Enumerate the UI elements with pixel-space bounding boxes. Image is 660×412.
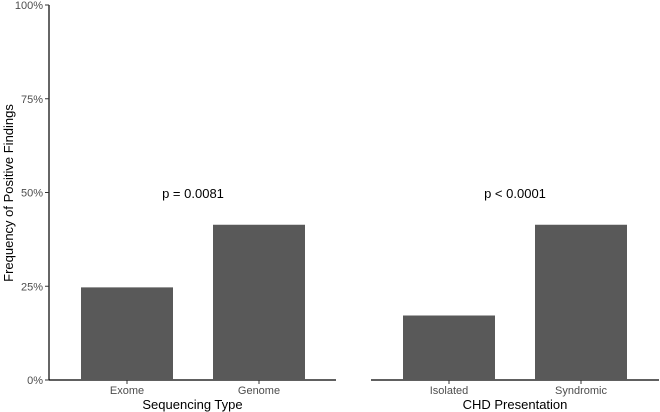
x-tick-label-exome: Exome — [110, 385, 144, 397]
y-axis-title: Frequency of Positive Findings — [1, 104, 16, 282]
y-tick-label: 0% — [27, 375, 43, 387]
x-tick-label-isolated: Isolated — [430, 385, 469, 397]
p-value-annotation: p = 0.0081 — [162, 186, 224, 201]
x-axis-title: CHD Presentation — [463, 397, 568, 412]
p-value-annotation: p < 0.0001 — [484, 186, 546, 201]
bar-syndromic — [535, 224, 627, 380]
y-tick-label: 100% — [15, 0, 43, 12]
x-tick-label-syndromic: Syndromic — [555, 385, 607, 397]
y-tick-label: 50% — [21, 188, 43, 200]
y-axis: 0% 25% 50% 75% 100% — [15, 0, 50, 387]
bar-isolated — [403, 315, 495, 380]
y-tick-label: 25% — [21, 281, 43, 293]
x-tick-label-genome: Genome — [238, 385, 280, 397]
bar-exome — [81, 287, 173, 380]
y-tick-label: 75% — [21, 94, 43, 106]
bar-genome — [213, 224, 305, 380]
x-axis-title: Sequencing Type — [142, 397, 242, 412]
